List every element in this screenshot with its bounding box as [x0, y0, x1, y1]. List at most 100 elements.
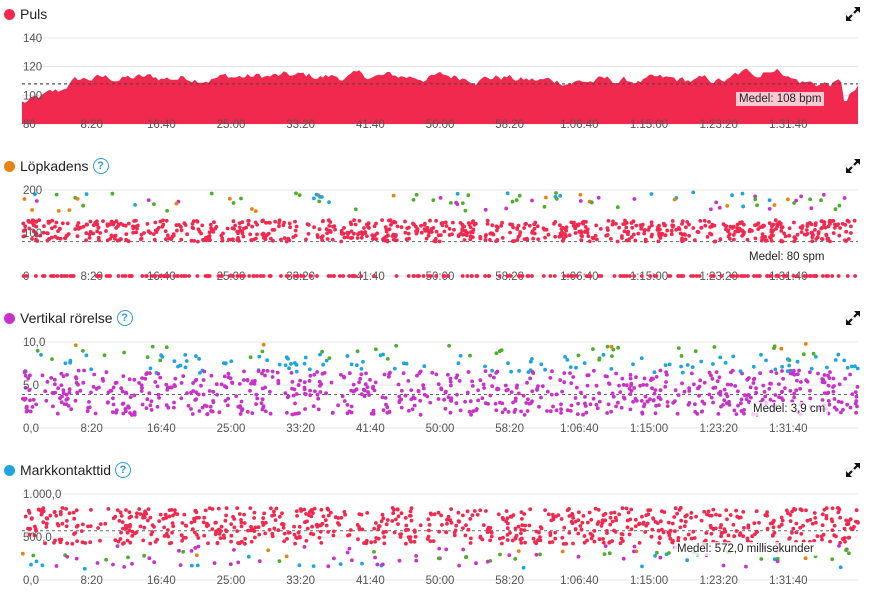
- data-point: [510, 538, 515, 543]
- x-tick-label: 1:06:40: [560, 423, 598, 435]
- data-point: [815, 235, 820, 240]
- data-point: [91, 385, 96, 389]
- data-point: [60, 521, 65, 526]
- data-point: [664, 370, 668, 375]
- data-point: [565, 408, 570, 413]
- data-point: [98, 231, 103, 235]
- expand-icon[interactable]: [845, 6, 861, 22]
- expand-icon[interactable]: [845, 310, 861, 326]
- data-point: [579, 527, 584, 532]
- data-point: [716, 412, 721, 416]
- data-point: [311, 511, 315, 515]
- data-point: [428, 400, 433, 405]
- data-point: [156, 392, 161, 397]
- data-point: [514, 533, 519, 538]
- data-point: [554, 197, 559, 201]
- data-point: [767, 386, 772, 391]
- data-point: [833, 358, 838, 362]
- data-point: [811, 351, 816, 356]
- data-point: [209, 191, 214, 196]
- data-point: [122, 565, 127, 569]
- data-point: [294, 369, 299, 374]
- data-point: [522, 413, 527, 417]
- data-point: [719, 534, 723, 539]
- data-point: [264, 233, 269, 238]
- data-point: [786, 357, 790, 362]
- data-point: [624, 221, 629, 225]
- data-point: [146, 518, 150, 523]
- question-mark-icon[interactable]: ?: [115, 462, 132, 478]
- data-point: [577, 510, 581, 515]
- data-point: [530, 370, 535, 374]
- data-point: [628, 373, 633, 377]
- data-point: [753, 236, 758, 241]
- data-point: [578, 524, 583, 528]
- question-mark-icon[interactable]: ?: [116, 310, 133, 326]
- data-point: [242, 512, 247, 517]
- data-point: [297, 193, 302, 197]
- data-point: [708, 225, 713, 229]
- data-point: [582, 534, 587, 538]
- average-label: Medel: 108 bpm: [736, 92, 825, 106]
- expand-icon[interactable]: [845, 462, 861, 478]
- data-point: [170, 521, 175, 525]
- data-point: [70, 541, 75, 546]
- data-point: [526, 397, 530, 402]
- data-point: [201, 392, 206, 397]
- data-point: [482, 386, 487, 390]
- data-point: [61, 388, 66, 393]
- data-point: [707, 392, 712, 397]
- data-point: [579, 233, 584, 238]
- data-point: [109, 220, 114, 225]
- data-point: [603, 544, 608, 548]
- data-point: [698, 378, 703, 383]
- data-point: [253, 379, 257, 383]
- data-point: [71, 510, 76, 515]
- data-point: [781, 376, 785, 381]
- data-point: [609, 367, 614, 371]
- data-point: [582, 361, 587, 365]
- data-point: [380, 562, 385, 567]
- data-point: [64, 507, 68, 511]
- data-point: [397, 558, 402, 563]
- data-point: [318, 529, 323, 534]
- data-point: [809, 222, 814, 227]
- data-point: [183, 223, 188, 227]
- data-point: [223, 361, 228, 366]
- data-point: [622, 229, 627, 234]
- data-point: [297, 411, 301, 415]
- data-point: [34, 559, 39, 564]
- data-point: [759, 352, 763, 357]
- data-point: [452, 227, 456, 232]
- data-point: [200, 223, 205, 228]
- question-mark-icon[interactable]: ?: [92, 158, 109, 174]
- data-point: [110, 191, 115, 196]
- data-point: [447, 343, 451, 348]
- data-point: [542, 204, 547, 209]
- data-point: [27, 388, 32, 392]
- data-point: [814, 520, 818, 525]
- data-point: [126, 221, 131, 226]
- data-point: [516, 274, 521, 278]
- data-point: [233, 223, 238, 228]
- data-point: [243, 536, 248, 541]
- data-point: [27, 532, 32, 537]
- data-point: [224, 513, 229, 518]
- data-point: [216, 506, 221, 511]
- data-point: [391, 511, 396, 516]
- data-point: [657, 403, 661, 407]
- data-point: [663, 384, 668, 389]
- data-point: [46, 219, 51, 224]
- data-point: [287, 238, 292, 243]
- data-point: [272, 509, 276, 514]
- data-point: [668, 274, 673, 278]
- data-point: [745, 393, 750, 398]
- data-point: [41, 506, 46, 510]
- data-point: [288, 225, 292, 230]
- data-point: [759, 557, 764, 561]
- data-point: [721, 563, 726, 568]
- data-point: [427, 528, 431, 533]
- data-point: [157, 396, 162, 400]
- expand-icon[interactable]: [845, 158, 861, 174]
- data-point: [411, 197, 416, 202]
